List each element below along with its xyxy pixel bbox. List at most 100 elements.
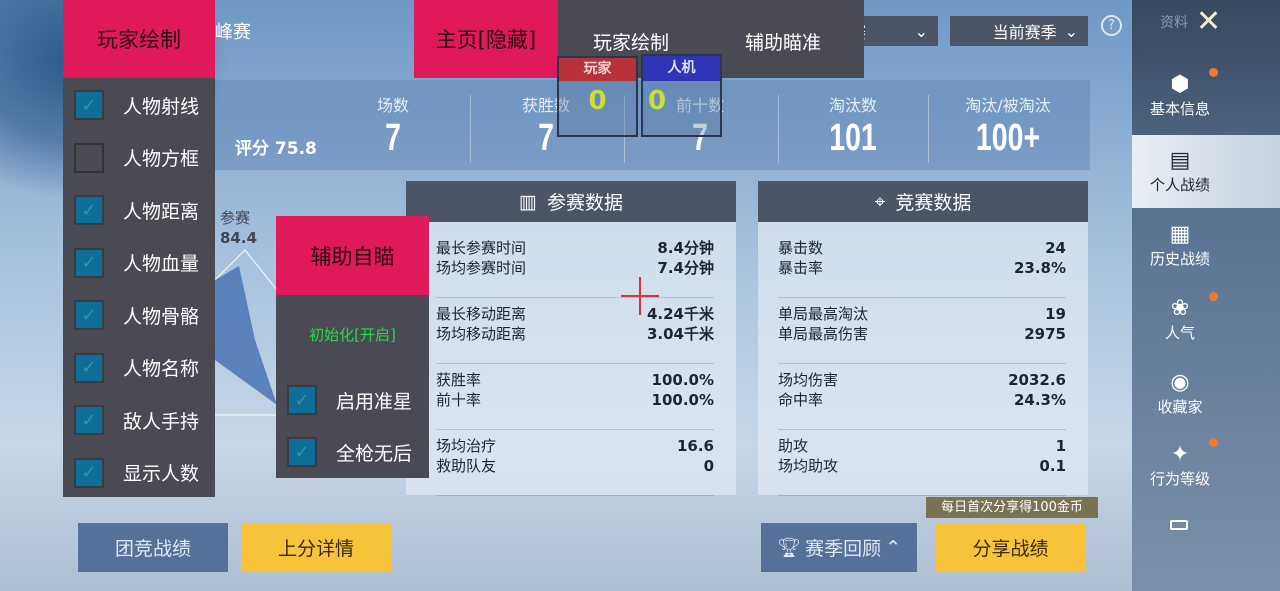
stat-row: 助攻 1 xyxy=(778,436,1066,456)
stat-row: 救助队友 0 xyxy=(436,456,714,476)
player-draw-title: 玩家绘制 xyxy=(63,0,215,78)
checkbox-checked-icon[interactable]: ✓ xyxy=(74,405,104,435)
toggle-label: 人物距离 xyxy=(123,200,200,223)
season-review-button[interactable]: 🏆︎ 赛季回顾 ⌃ xyxy=(761,523,917,572)
init-status: 初始化[开启] xyxy=(309,326,396,344)
checkbox-checked-icon[interactable]: ✓ xyxy=(287,437,317,467)
stat-row-value: 24 xyxy=(1045,239,1066,257)
checkbox-checked-icon[interactable]: ✓ xyxy=(74,195,104,225)
season-dropdown[interactable]: 当前赛季 ⌄ xyxy=(950,16,1088,46)
stat-row-label: 暴击数 xyxy=(778,239,824,257)
stat-row-value: 3.04千米 xyxy=(646,325,714,343)
stat-row-label: 前十率 xyxy=(436,391,482,409)
stat-row: 单局最高淘汰 19 xyxy=(778,304,1066,324)
sidebar-item[interactable]: ⬢ 基本信息 xyxy=(1132,72,1228,119)
stat-value: 100+ xyxy=(975,117,1041,159)
no-recoil-toggle[interactable]: ✓ 全枪无后 xyxy=(276,430,428,474)
stat-row-value: 100.0% xyxy=(651,391,714,409)
checkbox-checked-icon[interactable]: ✓ xyxy=(74,457,104,488)
radar-axis-label: 参赛 xyxy=(220,209,251,227)
toggle-label: 人物射线 xyxy=(123,95,200,118)
stat-group: 最长参赛时间 8.4分钟 场均参赛时间 7.4分钟 xyxy=(436,238,714,298)
menu-icon[interactable] xyxy=(1170,520,1188,530)
collector-badge-icon: ◉ xyxy=(1170,370,1190,395)
stat-row-value: 19 xyxy=(1045,305,1066,323)
crosshair-icon: ⌖ xyxy=(874,190,886,213)
stat-row: 场均移动距离 3.04千米 xyxy=(436,324,714,344)
button-label: 赛季回顾 xyxy=(805,538,882,560)
notification-dot xyxy=(1209,68,1218,77)
stat-row: 场均伤害 2032.6 xyxy=(778,370,1066,390)
stat-group: 单局最高淘汰 19 单局最高伤害 2975 xyxy=(778,304,1066,364)
card-title: 参赛数据 xyxy=(546,192,623,214)
counter-value: 0 xyxy=(588,86,607,116)
menu-toggle-item[interactable]: ✓ 敌人手持 xyxy=(63,398,215,442)
stat-row-label: 场均伤害 xyxy=(778,371,839,389)
toggle-label: 全枪无后 xyxy=(336,442,413,465)
sidebar-item[interactable]: ◉ 收藏家 xyxy=(1132,370,1228,417)
stats-doc-icon: ▤ xyxy=(1169,148,1191,173)
stat-top10: 前十数 7 xyxy=(625,92,775,160)
checkbox-checked-icon[interactable]: ✓ xyxy=(287,385,317,415)
stat-row-value: 4.24千米 xyxy=(646,305,714,323)
aim-crosshair-toggle[interactable]: ✓ 启用准星 xyxy=(276,378,428,422)
sidebar-item[interactable]: ❀ 人气 xyxy=(1132,296,1228,343)
menu-toggle-item[interactable]: ✓ 人物名称 xyxy=(63,346,215,390)
sidebar-item-label: 个人战绩 xyxy=(1149,176,1210,194)
radar-axis-value: 84.4 xyxy=(220,229,258,247)
share-stats-button[interactable]: 分享战绩 xyxy=(935,523,1086,572)
menu-toggle-item[interactable]: 人物方框 xyxy=(63,136,215,180)
sidebar-item[interactable]: ✦ 行为等级 xyxy=(1132,442,1228,489)
menu-toggle-item[interactable]: ✓ 人物距离 xyxy=(63,188,215,232)
stat-row-label: 助攻 xyxy=(778,437,809,455)
team-stats-button[interactable]: 团竞战绩 xyxy=(78,523,228,572)
stat-row-label: 场均治疗 xyxy=(436,437,497,455)
menu-toggle-item[interactable]: ✓ 人物射线 xyxy=(63,83,215,127)
rank-details-button[interactable]: 上分详情 xyxy=(241,523,391,572)
checkbox-checked-icon[interactable]: ✓ xyxy=(74,300,104,330)
card-title: 竞赛数据 xyxy=(895,192,972,214)
stat-group: 最长移动距离 4.24千米 场均移动距离 3.04千米 xyxy=(436,304,714,364)
menu-toggle-item[interactable]: ✓ 人物骨骼 xyxy=(63,293,215,337)
toggle-label: 敌人手持 xyxy=(123,410,200,433)
checkbox-checked-icon[interactable]: ✓ xyxy=(74,247,104,278)
stat-row-value: 23.8% xyxy=(1013,259,1066,277)
stat-label: 场数 xyxy=(376,96,409,115)
checkbox-empty-icon[interactable] xyxy=(74,142,104,173)
stat-value: 7 xyxy=(538,117,554,159)
chevron-down-icon: ⌄ xyxy=(914,21,928,41)
right-sidebar: 资料 ✕ ⬢ 基本信息 ▤ 个人战绩 ▦ 历史战绩 ❀ 人气 ◉ 收藏家 ✦ 行为等级 xyxy=(1132,0,1280,591)
tab-player-draw[interactable]: 玩家绘制 xyxy=(593,32,670,54)
stat-row: 获胜率 100.0% xyxy=(436,370,714,390)
menu-toggle-item[interactable]: ✓ 显示人数 xyxy=(63,451,215,495)
stat-row: 暴击率 23.8% xyxy=(778,258,1066,278)
toggle-label: 人物血量 xyxy=(123,253,200,275)
home-hide-tab[interactable]: 主页[隐藏] xyxy=(414,0,558,78)
toggle-label: 人物方框 xyxy=(123,148,200,170)
stat-row-label: 场均助攻 xyxy=(778,457,839,475)
sidebar-item[interactable]: ▦ 历史战绩 xyxy=(1132,222,1228,269)
stat-row-label: 单局最高淘汰 xyxy=(778,305,869,323)
history-doc-icon: ▦ xyxy=(1169,222,1191,247)
mode-title-partial: 峰赛 xyxy=(215,22,251,43)
stat-row-value: 100.0% xyxy=(651,371,714,389)
help-icon[interactable]: ? xyxy=(1101,15,1122,36)
player-draw-menu: 玩家绘制 ✓ 人物射线 人物方框 ✓ 人物距离 ✓ 人物血量 ✓ 人物骨骼 ✓ 人物名称 ✓ 敌人手持 ✓… xyxy=(63,0,215,497)
menu-toggle-item[interactable]: ✓ 人物血量 xyxy=(63,241,215,285)
radar-label: 参赛 84.4 xyxy=(220,208,257,248)
sidebar-item[interactable]: ▤ 个人战绩 xyxy=(1132,148,1228,195)
checkbox-checked-icon[interactable]: ✓ xyxy=(74,90,104,120)
stat-group: 获胜率 100.0% 前十率 100.0% xyxy=(436,370,714,430)
sidebar-item-label: 收藏家 xyxy=(1157,398,1203,416)
season-dropdown-value: 当前赛季 xyxy=(992,23,1057,42)
stat-row-label: 最长参赛时间 xyxy=(436,239,527,257)
panel-title: 资料 xyxy=(1160,15,1188,31)
auto-aim-title: 辅助自瞄 xyxy=(276,216,429,295)
stat-row-label: 获胜率 xyxy=(436,371,482,389)
checkbox-checked-icon[interactable]: ✓ xyxy=(74,352,104,383)
stat-row: 场均助攻 0.1 xyxy=(778,456,1066,476)
close-icon[interactable]: ✕ xyxy=(1196,4,1222,39)
sidebar-item-label: 人气 xyxy=(1164,324,1195,342)
notification-dot xyxy=(1209,438,1218,447)
tab-aim-assist[interactable]: 辅助瞄准 xyxy=(745,32,822,54)
